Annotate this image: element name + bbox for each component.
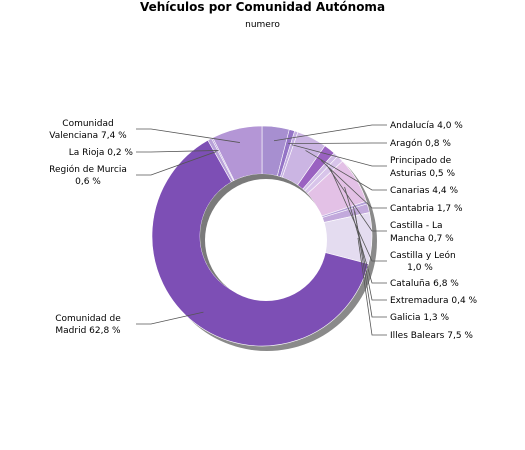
slice-label: La Rioja 0,2 % xyxy=(69,148,134,158)
slice-label: Castilla y León xyxy=(390,250,456,261)
slice-label: Aragón 0,8 % xyxy=(390,138,451,149)
chart-subtitle: numero xyxy=(245,20,280,30)
leader-line xyxy=(353,206,387,301)
leader-line xyxy=(305,150,387,191)
leader-line xyxy=(320,159,387,209)
leader-line xyxy=(136,151,217,176)
slice-label: Canarias 4,4 % xyxy=(390,186,458,196)
leader-line xyxy=(273,124,387,142)
slice-label: Valenciana 7,4 % xyxy=(49,131,127,141)
leader-line xyxy=(326,164,387,232)
slice-label: Andalucía 4,0 % xyxy=(390,121,463,131)
leader-line xyxy=(291,144,387,167)
slice-label: 0,6 % xyxy=(75,177,101,187)
slice-label: Comunidad de xyxy=(55,314,121,324)
slice-label: Extremadura 0,4 % xyxy=(390,296,478,306)
leader-line xyxy=(136,311,204,325)
slice-label: Región de Murcia xyxy=(49,164,127,175)
slice-label: Castilla - La xyxy=(390,221,443,231)
leader-line xyxy=(329,168,387,262)
donut-hole xyxy=(205,179,327,301)
slice-label: Principado de xyxy=(390,156,452,166)
slice-label: Madrid 62,8 % xyxy=(55,326,121,336)
slice-label: Cataluña 6,8 % xyxy=(390,279,459,289)
slice-label: Cantabria 1,7 % xyxy=(390,204,463,214)
chart-title: Vehículos por Comunidad Autónoma xyxy=(139,0,386,14)
leader-line xyxy=(136,128,240,143)
leader-line xyxy=(344,186,387,284)
slice-label: Galicia 1,3 % xyxy=(390,313,449,323)
leader-line xyxy=(357,237,387,336)
slice-label: Comunidad xyxy=(62,119,113,129)
slice-label: 1,0 % xyxy=(407,263,433,273)
leader-line xyxy=(354,211,387,318)
leader-line xyxy=(136,150,219,153)
slice-label: Mancha 0,7 % xyxy=(390,234,454,244)
slice-label: Illes Balears 7,5 % xyxy=(390,331,473,341)
slice-label: Asturias 0,5 % xyxy=(390,169,456,179)
leader-line xyxy=(288,142,387,145)
